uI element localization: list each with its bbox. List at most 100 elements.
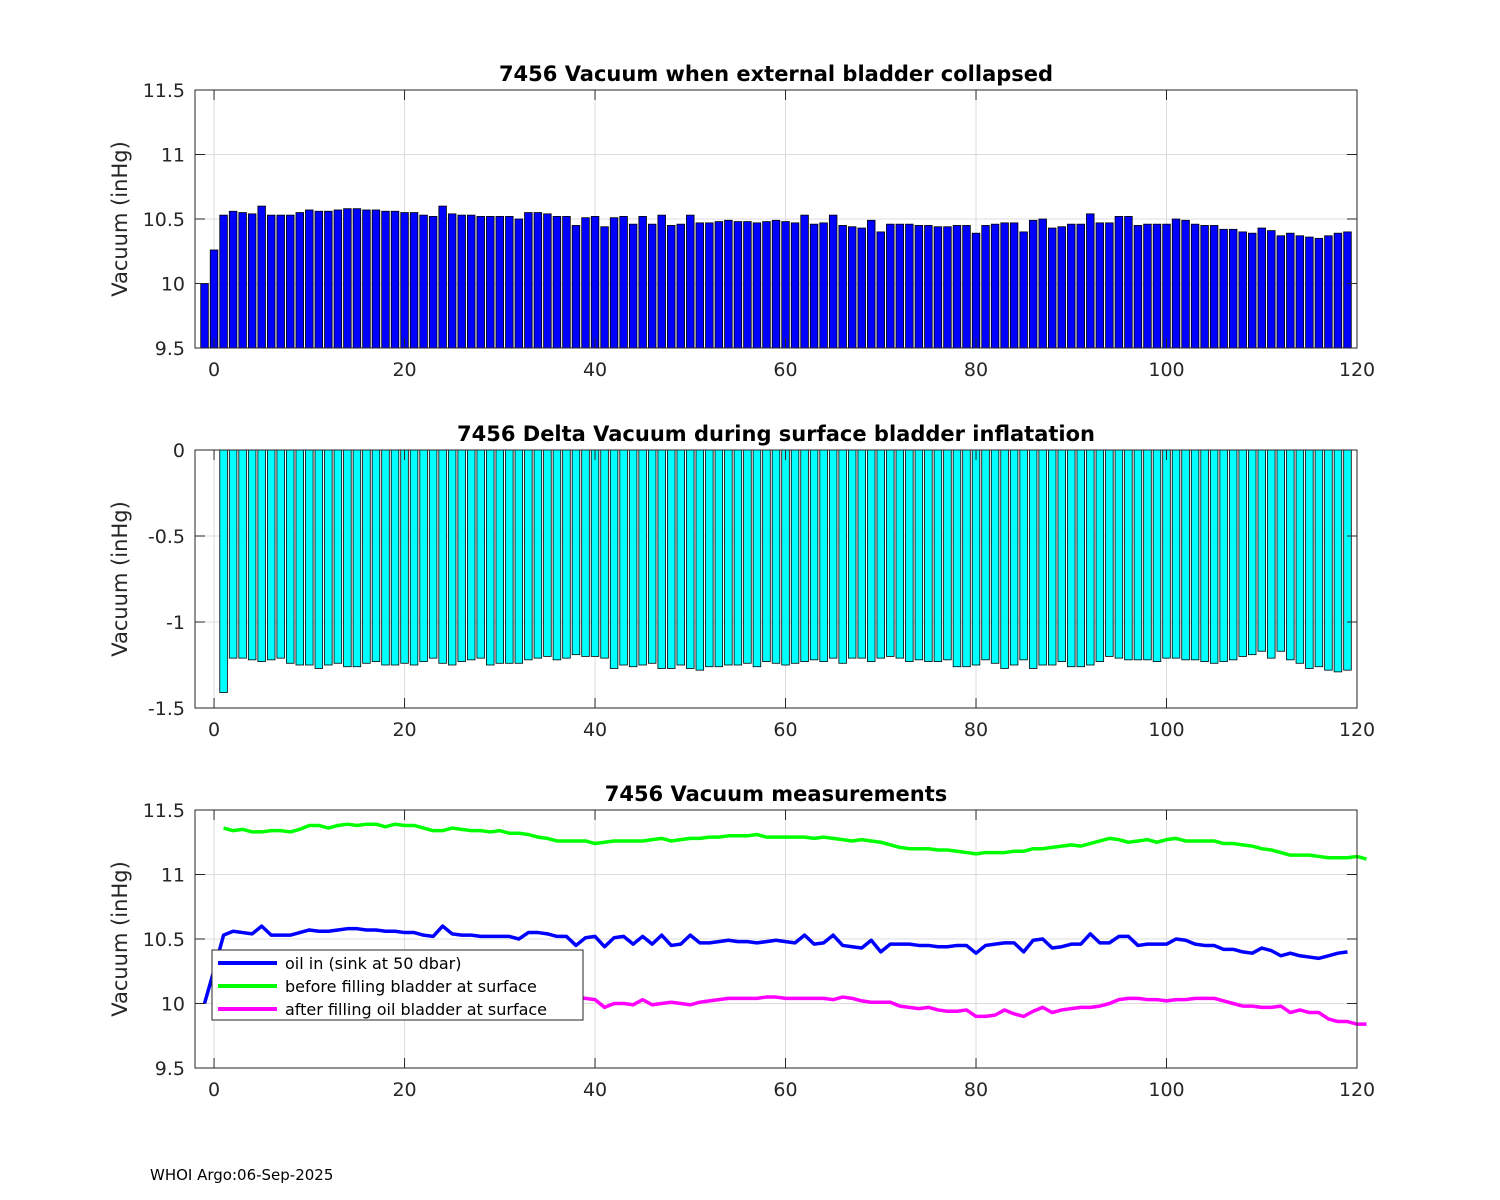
bar — [819, 222, 828, 349]
bar — [1105, 449, 1114, 657]
bar — [790, 222, 800, 349]
legend-label-1: oil in (sink at 50 dbar) — [285, 954, 462, 973]
bar — [952, 225, 962, 349]
bar — [895, 223, 905, 349]
bar — [409, 212, 419, 349]
bar — [1124, 216, 1133, 349]
bar — [371, 449, 381, 662]
bar — [1238, 449, 1247, 657]
bar — [1133, 225, 1143, 349]
series-line-2 — [223, 822, 1367, 861]
bar — [1009, 222, 1019, 349]
bar — [1276, 449, 1286, 652]
bar — [914, 449, 924, 661]
bar — [1295, 235, 1305, 349]
bar — [657, 214, 666, 349]
bar — [1200, 449, 1209, 662]
y-tick-label: -0.5 — [148, 526, 185, 548]
x-tick-label: 20 — [392, 719, 416, 741]
bar — [1295, 449, 1305, 664]
bar — [228, 449, 238, 659]
bar — [467, 449, 476, 661]
bar — [552, 216, 562, 349]
bar — [219, 449, 228, 693]
bar — [324, 210, 333, 349]
bar — [257, 449, 266, 662]
bar — [514, 218, 524, 349]
bar — [609, 449, 619, 669]
bar — [1086, 449, 1095, 666]
bar — [514, 449, 524, 664]
bar — [362, 449, 371, 664]
bar — [886, 223, 895, 349]
bar — [809, 449, 819, 661]
bar — [428, 449, 438, 659]
bar — [581, 449, 590, 657]
bar — [314, 210, 324, 349]
bar — [828, 214, 838, 349]
bar — [1248, 232, 1257, 349]
x-tick-label: 60 — [773, 719, 797, 741]
bar — [571, 225, 581, 349]
bar — [905, 449, 914, 662]
x-tick-label: 0 — [208, 359, 220, 381]
y-tick-label: -1.5 — [148, 698, 185, 720]
bar — [752, 222, 762, 349]
x-tick-label: 120 — [1339, 719, 1375, 741]
bar — [390, 449, 400, 666]
bar — [1133, 449, 1143, 661]
y-ticks: 9.5 10 10.5 11 11.5 — [143, 800, 1357, 1080]
bar — [1171, 218, 1181, 349]
bar — [486, 216, 495, 349]
bar — [381, 449, 390, 666]
bar — [343, 449, 352, 668]
bar — [276, 449, 285, 659]
series-line-1 — [202, 924, 1348, 1004]
bar — [467, 214, 476, 349]
bar — [524, 449, 533, 661]
bar — [438, 449, 447, 664]
bar — [771, 219, 781, 349]
bar — [933, 226, 943, 349]
bar — [771, 449, 781, 664]
bar — [1105, 222, 1114, 349]
bar — [647, 223, 657, 349]
bar — [505, 216, 514, 349]
bar — [1286, 449, 1295, 661]
x-tick-label: 80 — [964, 719, 988, 741]
y-axis-label: Vacuum (inHg) — [108, 861, 132, 1017]
bar — [1143, 223, 1152, 349]
bar — [924, 225, 933, 349]
bar — [362, 209, 371, 349]
chart-title: 7456 Delta Vacuum during surface bladder… — [457, 422, 1095, 446]
bar — [638, 449, 647, 666]
bar — [1305, 236, 1314, 349]
bar — [1048, 449, 1057, 666]
bar — [552, 449, 562, 661]
bar — [209, 249, 219, 349]
bar — [733, 221, 743, 349]
bar — [800, 214, 809, 349]
x-tick-label: 20 — [392, 359, 416, 381]
bar — [476, 216, 485, 349]
bar — [1028, 219, 1038, 349]
bar — [1267, 230, 1276, 349]
bar — [343, 208, 352, 349]
chart-delta-vacuum: 0 20 40 60 80 100 120 -1.5 -1 -0.5 0 7456 Delta Vac… — [108, 422, 1375, 741]
x-tick-label: 60 — [773, 359, 797, 381]
legend-label-2: before filling bladder at surface — [285, 977, 537, 996]
bar — [1200, 225, 1209, 349]
bar — [286, 214, 295, 349]
bar — [305, 209, 314, 349]
y-tick-label: 11.5 — [143, 80, 185, 102]
y-tick-label: 9.5 — [155, 1058, 185, 1080]
bar — [447, 213, 457, 349]
bar — [266, 449, 276, 661]
bar — [609, 217, 619, 349]
bar — [686, 449, 695, 669]
bar — [333, 449, 343, 664]
bar — [495, 216, 504, 349]
bar — [1190, 449, 1200, 661]
bar — [352, 208, 362, 349]
y-tick-label: -1 — [166, 612, 185, 634]
